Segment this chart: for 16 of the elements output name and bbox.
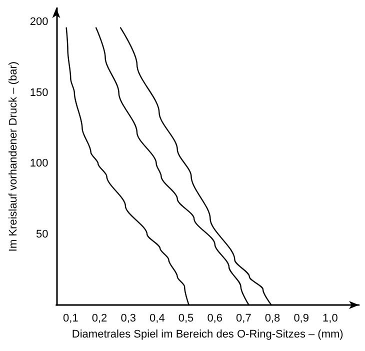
x-tick-label: 0,6 [207, 312, 222, 324]
x-tick-label: 0,2 [92, 312, 108, 324]
y-tick-label: 50 [36, 228, 48, 240]
y-axis-title: Im Kreislauf vorhandener Druck – (bar) [8, 61, 20, 252]
x-tick-label: 0,1 [63, 312, 78, 324]
x-tick-label: 0,9 [294, 312, 309, 324]
x-tick-label: 0,7 [236, 312, 252, 324]
x-tick-label: 0,5 [178, 312, 194, 324]
x-tick-label: 1,0 [322, 312, 338, 324]
y-tick-label: 200 [30, 16, 48, 28]
y-tick-label: 100 [30, 158, 48, 170]
x-tick-label: 0,3 [120, 312, 136, 324]
y-tick-label: 150 [30, 86, 48, 99]
x-axis-title: Diametrales Spiel im Bereich des O-Ring-Sitzes – (mm) [72, 328, 344, 340]
x-tick-label: 0,8 [264, 312, 280, 324]
x-tick-label: 0,4 [150, 312, 165, 324]
